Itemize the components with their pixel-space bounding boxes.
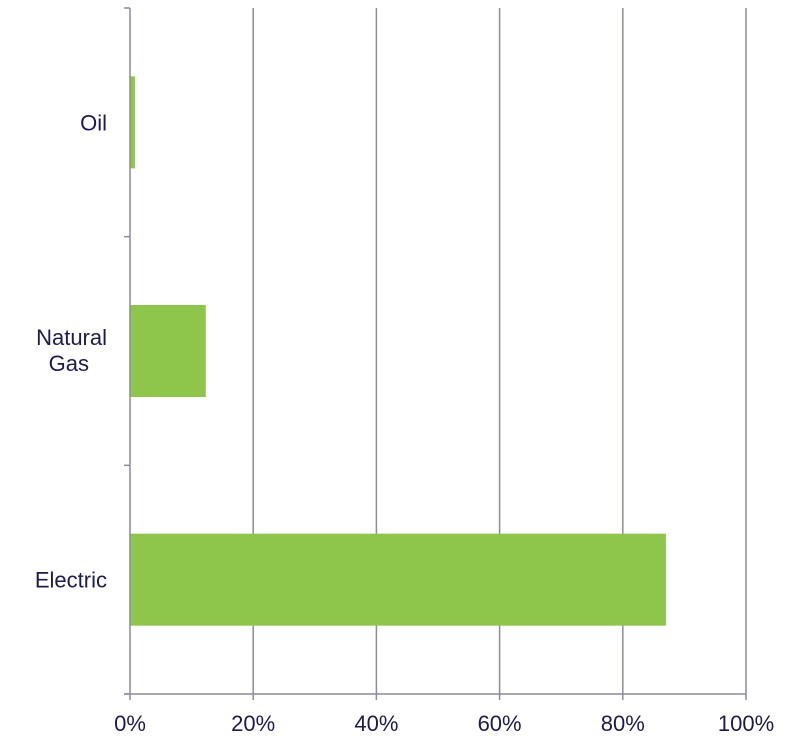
x-tick-label-80: 80% — [601, 711, 645, 736]
labels: Electric Natural Gas Oil 0% 20% 40% 60% 80% 100% — [35, 110, 774, 736]
axes — [124, 7, 747, 700]
category-label-oil: Oil — [80, 110, 107, 135]
bars — [130, 76, 666, 626]
bar-electric — [130, 533, 666, 626]
x-tick-label-20: 20% — [231, 711, 275, 736]
x-tick-label-40: 40% — [354, 711, 398, 736]
bar-natural-gas — [130, 305, 206, 397]
category-label-electric: Electric — [35, 568, 107, 593]
x-tick-label-0: 0% — [114, 711, 146, 736]
x-tick-label-60: 60% — [478, 711, 522, 736]
x-tick-label-100: 100% — [718, 711, 774, 736]
bar-oil — [130, 76, 135, 169]
category-label-natural-gas: Natural Gas — [36, 325, 107, 376]
